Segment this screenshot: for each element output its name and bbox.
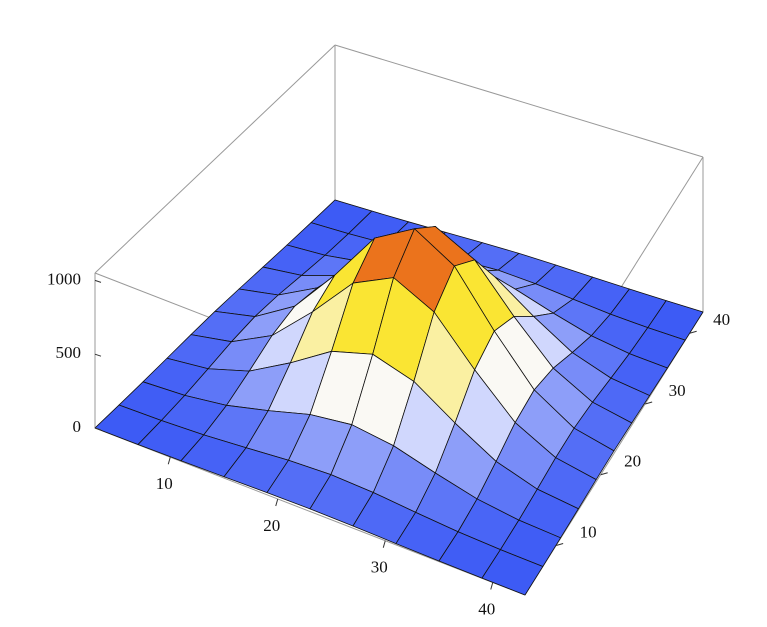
box-edge: [94, 427, 526, 596]
z-tick-label: 1000: [47, 269, 81, 288]
x-tick: [275, 498, 279, 507]
y-tick-label: 40: [713, 310, 730, 329]
y-tick-label: 30: [669, 381, 686, 400]
x-tick-label: 10: [156, 474, 173, 493]
surface-patch: [481, 549, 544, 596]
box-edge: [334, 44, 704, 158]
y-tick: [689, 330, 697, 334]
x-tick-label: 20: [263, 516, 280, 535]
y-tick-label: 10: [580, 522, 597, 541]
x-tick: [382, 540, 386, 548]
x-tick-label: 40: [478, 599, 495, 618]
z-tick: [94, 279, 102, 283]
box-edge: [94, 44, 336, 274]
x-tick: [490, 582, 494, 590]
y-tick-label: 20: [624, 452, 641, 471]
y-tick: [645, 401, 653, 405]
z-tick: [94, 353, 102, 357]
x-tick-label: 30: [371, 558, 388, 577]
x-tick: [167, 457, 171, 465]
y-tick: [600, 472, 608, 476]
z-tick-label: 500: [56, 343, 82, 362]
z-tick-label: 0: [73, 417, 82, 436]
z-tick: [94, 427, 102, 431]
y-tick: [556, 542, 564, 546]
